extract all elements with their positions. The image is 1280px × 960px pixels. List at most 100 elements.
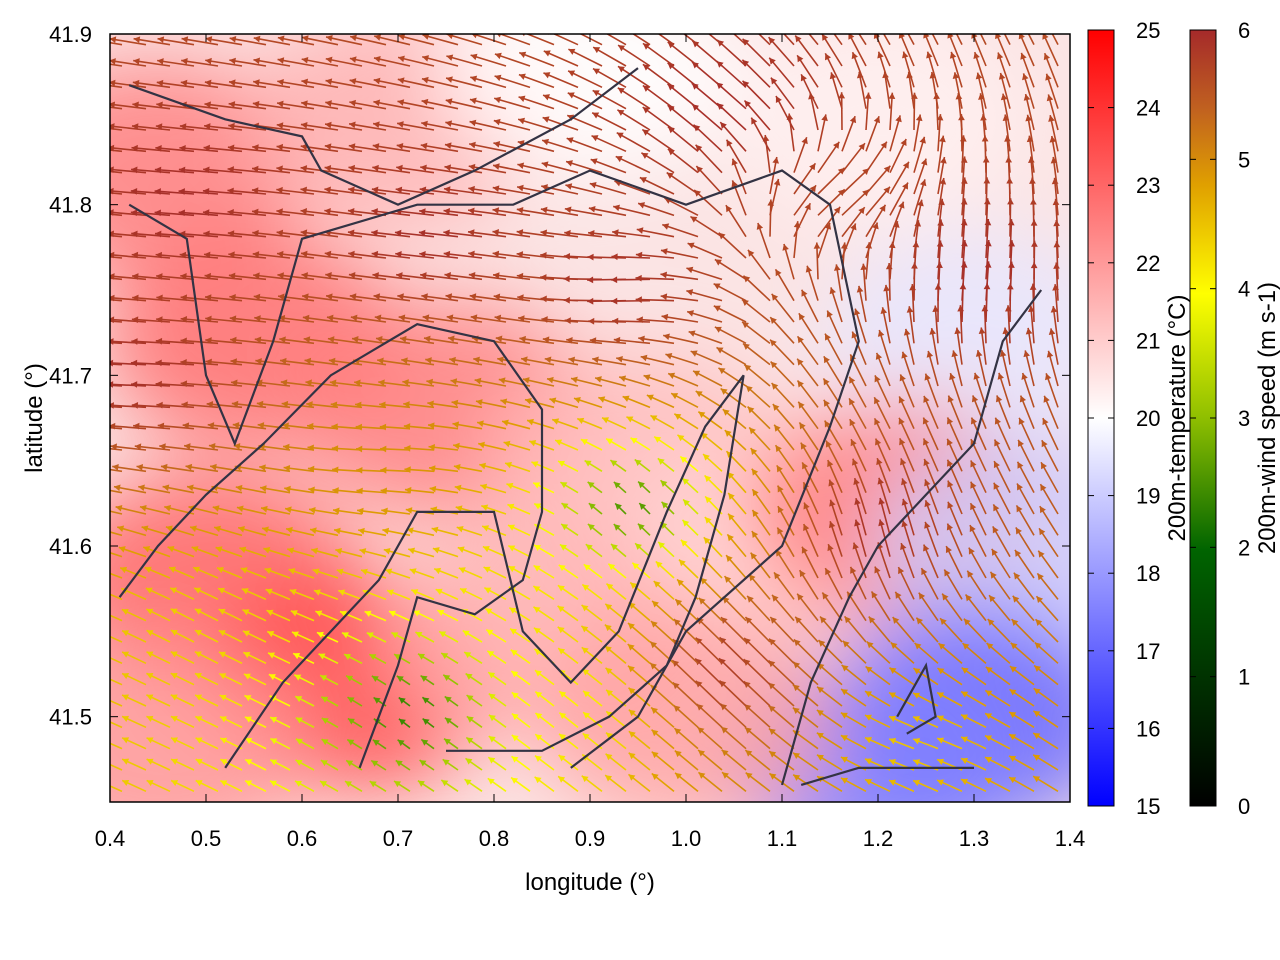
wind-vector <box>110 383 147 387</box>
wind-vector <box>516 230 555 238</box>
wind-arrowhead <box>546 376 554 384</box>
wind-arrowhead <box>700 577 708 585</box>
wind-vector <box>617 44 651 67</box>
wind-arrowhead <box>727 534 734 542</box>
wind-arrowhead <box>833 141 840 149</box>
wind-vector <box>841 242 846 280</box>
wind-arrowhead <box>170 587 178 594</box>
wind-arrowhead <box>185 463 193 471</box>
wind-arrowhead <box>673 619 681 626</box>
wind-vector <box>552 34 579 46</box>
wind-arrowhead <box>543 50 551 57</box>
wind-arrowhead <box>479 462 487 470</box>
colorbar-tick-label: 21 <box>1136 328 1160 353</box>
wind-arrowhead <box>215 546 223 553</box>
wind-arrowhead <box>985 690 993 697</box>
wind-arrowhead <box>1033 733 1041 740</box>
wind-arrowhead <box>636 316 643 324</box>
wind-vector <box>110 657 123 665</box>
wind-arrowhead <box>300 121 308 129</box>
wind-vector <box>985 261 990 301</box>
wind-vector <box>719 121 747 152</box>
wind-arrowhead <box>743 275 751 283</box>
wind-vector <box>110 59 147 67</box>
wind-arrowhead <box>722 409 730 416</box>
wind-arrowhead <box>588 230 595 237</box>
wind-vector <box>874 34 891 67</box>
wind-arrowhead <box>155 337 163 345</box>
wind-arrowhead <box>801 289 808 297</box>
wind-arrowhead <box>568 48 576 55</box>
wind-vector <box>662 223 699 238</box>
wind-arrowhead <box>704 517 712 524</box>
wind-arrowhead <box>131 230 138 238</box>
wind-arrowhead <box>531 461 539 468</box>
wind-arrowhead <box>674 413 682 420</box>
wind-vector <box>492 230 531 238</box>
contour-line <box>128 67 639 206</box>
wind-vector <box>229 59 267 67</box>
wind-arrowhead <box>417 780 425 787</box>
wind-arrowhead <box>240 567 248 574</box>
wind-vector <box>743 99 771 131</box>
wind-arrowhead <box>180 79 188 87</box>
wind-arrowhead <box>638 335 645 343</box>
wind-arrowhead <box>630 582 638 590</box>
wind-arrowhead <box>252 208 259 216</box>
wind-arrowhead <box>98 780 105 786</box>
colorbar-tick-label: 0 <box>1238 794 1250 819</box>
wind-arrowhead <box>841 689 849 696</box>
wind-vector <box>686 267 723 281</box>
wind-arrowhead <box>326 314 334 322</box>
wind-arrowhead <box>398 34 406 41</box>
wind-arrowhead <box>320 675 328 682</box>
wind-vector <box>725 139 747 174</box>
wind-arrowhead <box>202 187 210 195</box>
wind-vector <box>110 572 123 579</box>
wind-arrowhead <box>593 26 600 32</box>
wind-vector <box>154 168 195 174</box>
wind-arrowhead <box>690 216 698 223</box>
wind-arrowhead <box>398 718 406 726</box>
wind-vector <box>635 277 675 281</box>
wind-arrowhead <box>990 571 997 579</box>
wind-vector <box>110 253 147 259</box>
wind-arrowhead <box>613 524 621 531</box>
wind-vector <box>349 57 387 67</box>
wind-vector <box>667 104 699 131</box>
temperature-colorbar-label: 200m-temperature (°C) <box>1164 294 1191 541</box>
wind-arrowhead <box>212 505 220 512</box>
wind-arrowhead <box>588 317 595 325</box>
wind-vector <box>635 253 675 259</box>
wind-vector <box>110 678 123 686</box>
wind-arrowhead <box>563 275 570 283</box>
wind-vector <box>325 79 363 89</box>
wind-arrowhead <box>428 422 435 429</box>
wind-vector <box>741 80 771 110</box>
wind-arrowhead <box>321 696 329 703</box>
wind-arrowhead <box>901 520 908 528</box>
wind-arrowhead <box>443 186 451 193</box>
wind-vector <box>156 318 195 323</box>
wind-arrowhead <box>256 400 264 408</box>
wind-vector <box>636 318 675 323</box>
wind-arrowhead <box>628 752 636 760</box>
wind-vector <box>300 252 339 259</box>
wind-arrowhead <box>469 97 477 105</box>
wind-vector <box>985 198 989 237</box>
wind-vector <box>1032 283 1035 323</box>
wind-arrowhead <box>146 737 154 744</box>
wind-vector <box>1009 261 1013 301</box>
wind-arrowhead <box>87 443 93 450</box>
wind-arrowhead <box>300 229 308 237</box>
wind-arrowhead <box>985 756 993 763</box>
wind-arrowhead <box>442 759 450 766</box>
wind-arrowhead <box>846 13 852 20</box>
wind-arrowhead <box>202 209 210 216</box>
wind-arrowhead <box>110 101 116 109</box>
wind-arrowhead <box>635 251 643 259</box>
wind-vector <box>567 70 603 89</box>
wind-arrowhead <box>245 780 253 787</box>
wind-arrowhead <box>564 317 571 324</box>
wind-arrowhead <box>672 660 680 667</box>
